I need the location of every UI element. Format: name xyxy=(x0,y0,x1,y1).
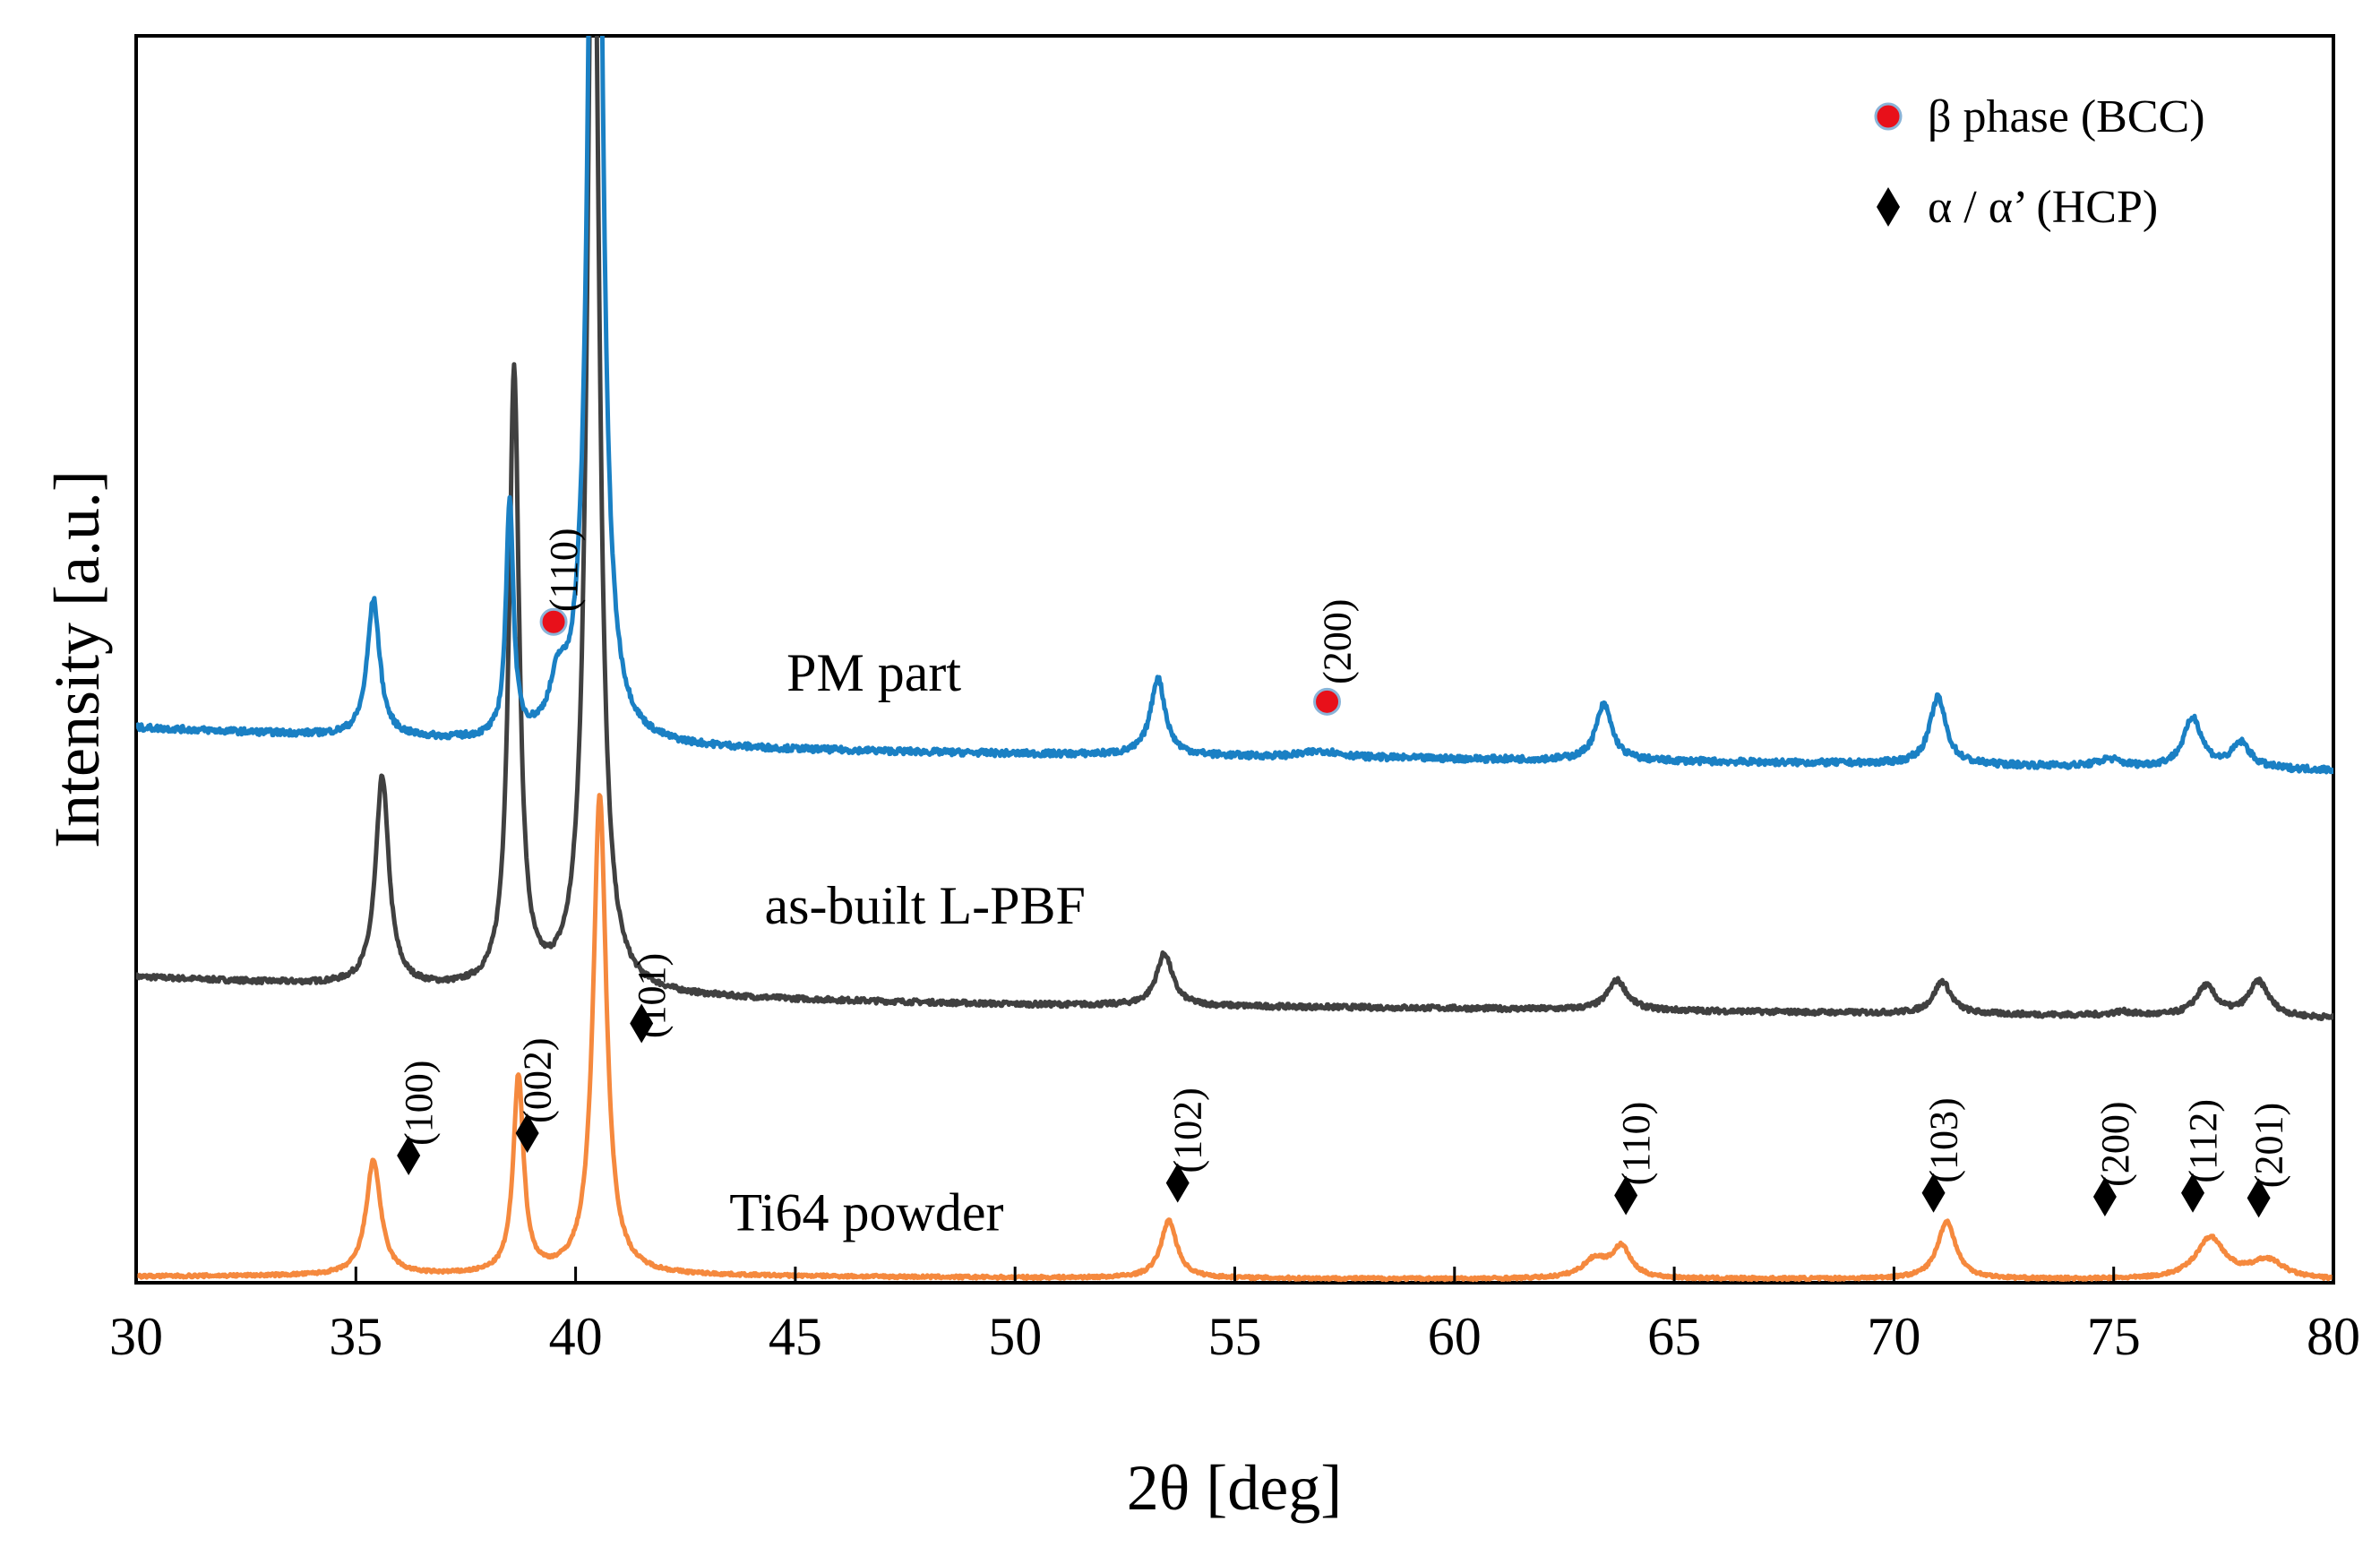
x-ticks: 30 35 40 45 50 55 60 65 70 75 80 xyxy=(109,1267,2360,1366)
series-line-pm-part xyxy=(136,36,2333,775)
peak-label-alpha-4: (101) xyxy=(630,953,674,1038)
peak-label-alpha-6: (110) xyxy=(1614,1102,1658,1186)
peak-label-beta-1: (200) xyxy=(1316,599,1360,684)
peak-label-beta-0: (110) xyxy=(542,528,586,612)
legend-alpha-diamond-marker xyxy=(1877,187,1900,227)
legend-beta-label: β phase (BCC) xyxy=(1928,91,2205,142)
x-tick-label-55: 55 xyxy=(1208,1307,1262,1366)
peak-marker-beta-1 xyxy=(1313,687,1342,716)
peak-marker-alpha-5 xyxy=(1165,1163,1190,1203)
series-label-as-built-l-pbf: as-built L-PBF xyxy=(765,876,1086,935)
peak-marker-alpha-9 xyxy=(2181,1173,2205,1213)
peak-label-alpha-3: (002) xyxy=(516,1038,560,1123)
x-tick-label-50: 50 xyxy=(988,1307,1042,1366)
x-tick-label-75: 75 xyxy=(2087,1307,2141,1366)
legend-alpha-label: α / α’ (HCP) xyxy=(1928,182,2158,233)
peak-marker-alpha-2 xyxy=(397,1136,421,1176)
x-tick-label-70: 70 xyxy=(1867,1307,1920,1366)
x-tick-label-60: 60 xyxy=(1428,1307,1482,1366)
peak-label-alpha-10: (201) xyxy=(2247,1103,2291,1188)
peak-marker-alpha-4 xyxy=(630,1003,654,1044)
x-tick-label-45: 45 xyxy=(769,1307,822,1366)
x-axis-title: 2θ [deg] xyxy=(1127,1452,1342,1524)
y-axis-title: Intensity [a.u.] xyxy=(41,470,113,848)
peak-marker-alpha-7 xyxy=(1921,1173,1946,1213)
peak-marker-beta-0 xyxy=(539,607,568,636)
peak-label-alpha-8: (200) xyxy=(2093,1102,2137,1187)
x-tick-label-35: 35 xyxy=(329,1307,382,1366)
series-line-as-built-l-pbf xyxy=(136,36,2333,1021)
x-tick-label-40: 40 xyxy=(549,1307,603,1366)
x-tick-label-30: 30 xyxy=(109,1307,163,1366)
peak-label-alpha-7: (103) xyxy=(1922,1097,1966,1182)
peak-label-alpha-2: (100) xyxy=(397,1061,441,1146)
peak-marker-alpha-8 xyxy=(2092,1176,2117,1216)
legend-beta-circle-marker xyxy=(1874,102,1903,131)
series-line-ti64-powder xyxy=(136,793,2333,1283)
x-tick-label-80: 80 xyxy=(2307,1307,2360,1366)
series-label-ti64-powder: Ti64 powder xyxy=(729,1183,1003,1242)
peak-marker-alpha-10 xyxy=(2247,1178,2271,1218)
peak-annotations: (110) (200) (100) (002) (101) (102) (110) (103)… xyxy=(397,528,2291,1218)
legend: β phase (BCC) α / α’ (HCP) xyxy=(1874,91,2205,233)
series-label-pm-part: PM part xyxy=(786,643,961,702)
peak-label-alpha-5: (102) xyxy=(1166,1087,1210,1173)
peak-marker-alpha-6 xyxy=(1614,1175,1638,1216)
peak-marker-alpha-3 xyxy=(515,1113,539,1153)
series-labels: PM part as-built L-PBF Ti64 powder xyxy=(729,643,1086,1242)
peak-label-alpha-9: (112) xyxy=(2181,1099,2225,1183)
x-tick-label-65: 65 xyxy=(1647,1307,1701,1366)
